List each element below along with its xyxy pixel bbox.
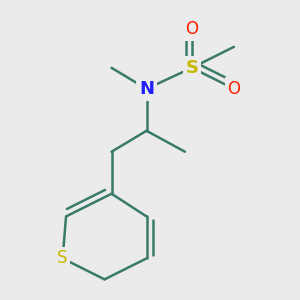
Text: S: S [185, 59, 199, 77]
Text: N: N [139, 80, 154, 98]
Text: S: S [57, 249, 68, 267]
Text: O: O [185, 20, 199, 38]
Text: O: O [227, 80, 240, 98]
